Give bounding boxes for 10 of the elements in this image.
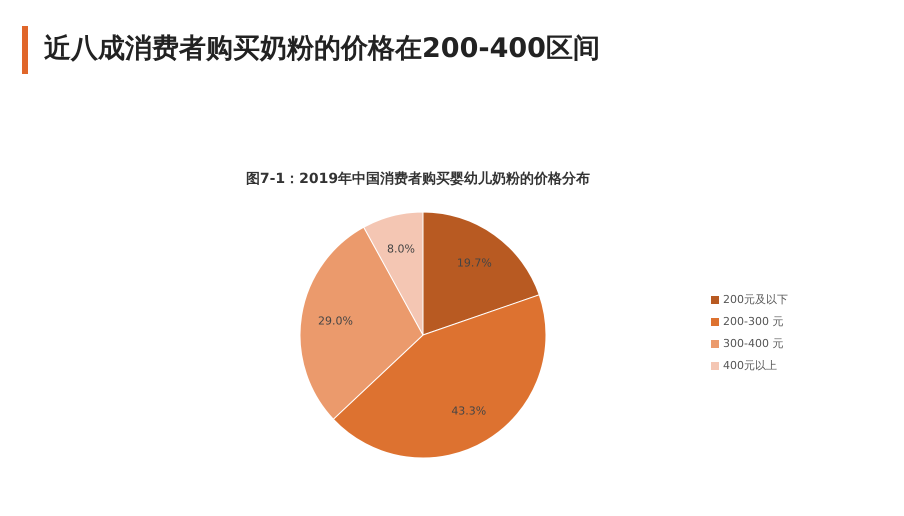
legend-label: 200-300 元 xyxy=(723,315,784,328)
chart-title: 近八成消费者购买奶粉的价格在200-400区间 xyxy=(44,32,600,66)
legend-label: 200元及以下 xyxy=(723,293,788,306)
legend-label: 400元以上 xyxy=(723,359,777,372)
data-label: 29.0% xyxy=(318,314,354,328)
legend-label: 300-400 元 xyxy=(723,337,784,350)
chart-subtitle: 图7-1：2019年中国消费者购买婴幼儿奶粉的价格分布 xyxy=(244,170,592,188)
data-label: 8.0% xyxy=(387,242,415,256)
data-label: 43.3% xyxy=(451,404,486,418)
data-label: 19.7% xyxy=(456,256,492,270)
